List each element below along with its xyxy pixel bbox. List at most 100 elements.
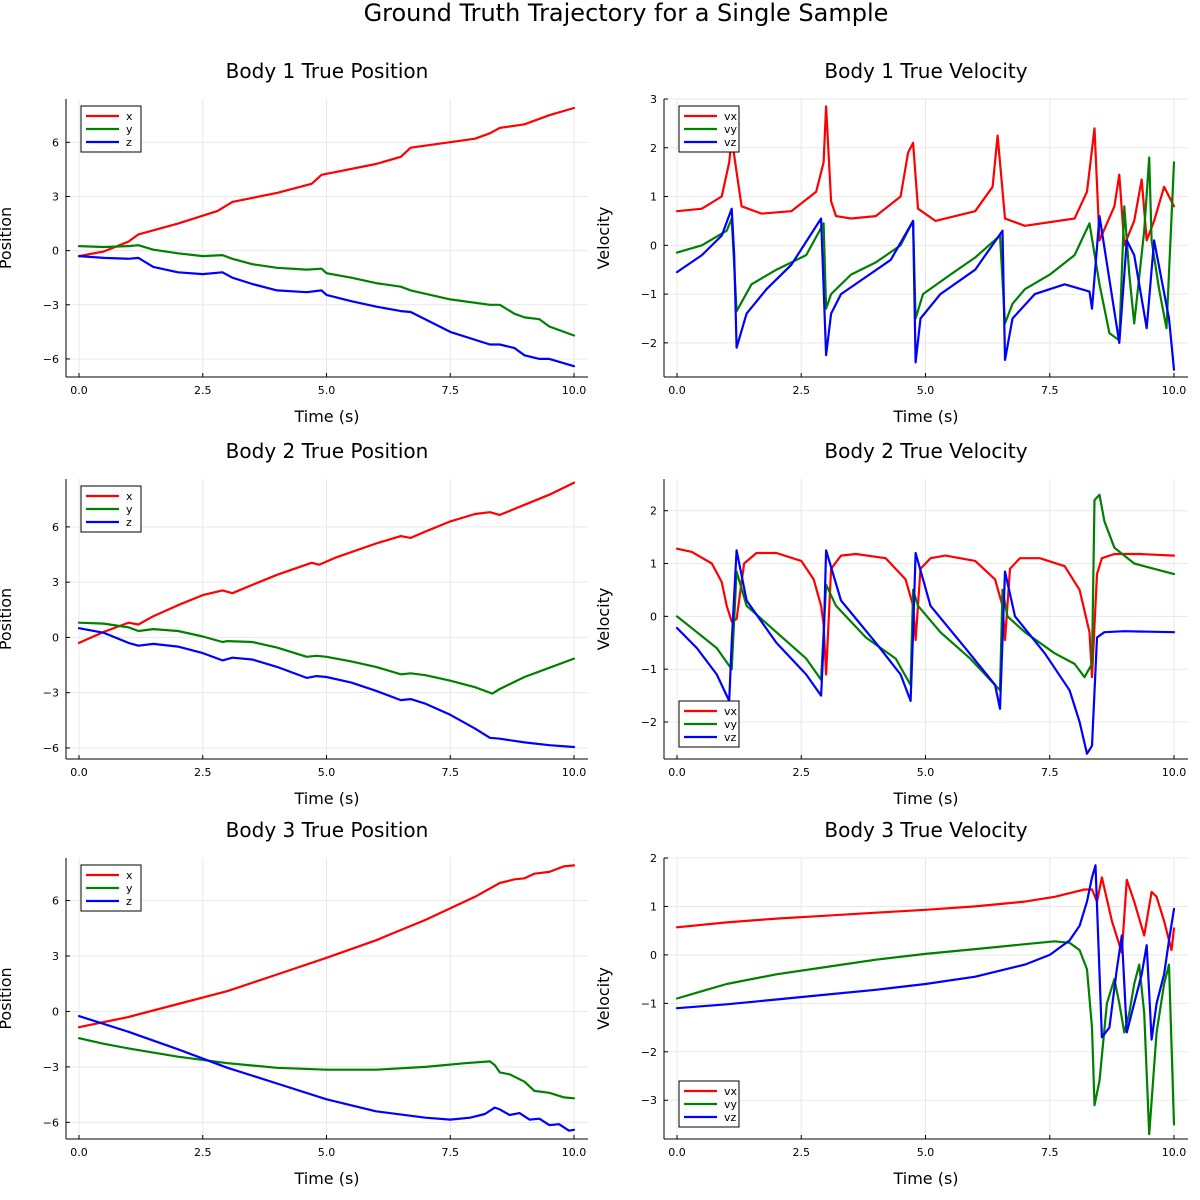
y-axis-label: Position bbox=[0, 207, 15, 269]
x-tick-label: 0.0 bbox=[70, 384, 88, 397]
y-tick-label: 6 bbox=[52, 136, 59, 149]
y-tick-label: 3 bbox=[650, 93, 657, 106]
y-tick-label: 2 bbox=[650, 852, 657, 865]
subplot-title: Body 3 True Position bbox=[226, 818, 429, 842]
subplot-title: Body 1 True Velocity bbox=[824, 59, 1027, 83]
series-line-y bbox=[77, 244, 576, 337]
y-tick-label: −3 bbox=[43, 687, 59, 700]
series-line-vy bbox=[675, 156, 1176, 342]
series-line-z bbox=[77, 255, 576, 368]
x-tick-label: 5.0 bbox=[318, 384, 336, 397]
subplot-title: Body 2 True Position bbox=[226, 439, 429, 463]
y-tick-label: 1 bbox=[650, 900, 657, 913]
series-line-z bbox=[77, 627, 576, 749]
x-axis-label: Time (s) bbox=[293, 1169, 359, 1188]
x-tick-label: 0.0 bbox=[668, 766, 686, 779]
subplot-6: Body 3 True Velocity 0.0 2.5 5.0 7.5 10.0 −3 −2… bbox=[594, 818, 1188, 1188]
legend-label-vx: vx bbox=[724, 705, 738, 718]
legend-label-vx: vx bbox=[724, 110, 738, 123]
series-line-y bbox=[77, 1037, 576, 1100]
x-axis-label: Time (s) bbox=[892, 407, 958, 426]
series-line-x bbox=[77, 481, 576, 645]
subplot-5: Body 3 True Position 0.0 2.5 5.0 7.5 10.0 −6 −3… bbox=[0, 818, 588, 1188]
y-tick-label: −2 bbox=[641, 716, 657, 729]
x-tick-label: 5.0 bbox=[917, 1146, 935, 1159]
series-line-x bbox=[77, 864, 576, 1029]
y-tick-label: 0 bbox=[52, 1005, 59, 1018]
y-tick-label: 3 bbox=[52, 576, 59, 589]
series-line-y bbox=[77, 621, 576, 695]
y-tick-label: 1 bbox=[650, 558, 657, 571]
y-axis-label: Position bbox=[0, 967, 15, 1029]
legend-label-vx: vx bbox=[724, 1085, 738, 1098]
y-tick-label: −3 bbox=[43, 1061, 59, 1074]
x-tick-label: 0.0 bbox=[70, 1146, 88, 1159]
y-tick-label: −2 bbox=[641, 1046, 657, 1059]
x-tick-label: 10.0 bbox=[562, 1146, 587, 1159]
series-line-z bbox=[77, 1014, 576, 1132]
y-tick-label: −6 bbox=[43, 353, 59, 366]
series-line-vz bbox=[675, 864, 1176, 1041]
y-tick-label: −6 bbox=[43, 742, 59, 755]
subplot-4: Body 2 True Velocity 0.0 2.5 5.0 7.5 10.0 −2 −1… bbox=[594, 439, 1188, 808]
y-tick-label: −1 bbox=[641, 997, 657, 1010]
subplot-3: Body 2 True Position 0.0 2.5 5.0 7.5 10.0 −6 −3… bbox=[0, 439, 588, 808]
x-tick-label: 5.0 bbox=[917, 766, 935, 779]
y-tick-label: 2 bbox=[650, 142, 657, 155]
legend-label-x: x bbox=[126, 869, 133, 882]
x-axis-label: Time (s) bbox=[293, 407, 359, 426]
y-tick-label: 3 bbox=[52, 190, 59, 203]
x-tick-label: 10.0 bbox=[562, 766, 587, 779]
x-tick-label: 0.0 bbox=[668, 384, 686, 397]
y-tick-label: −1 bbox=[641, 288, 657, 301]
subplot-title: Body 1 True Position bbox=[226, 59, 429, 83]
y-tick-label: 0 bbox=[650, 239, 657, 252]
y-axis-label: Velocity bbox=[594, 588, 613, 651]
x-tick-label: 0.0 bbox=[668, 1146, 686, 1159]
y-tick-label: 1 bbox=[650, 191, 657, 204]
legend-label-vz: vz bbox=[724, 731, 737, 744]
y-axis-label: Velocity bbox=[594, 207, 613, 270]
legend-label-vz: vz bbox=[724, 1111, 737, 1124]
x-tick-label: 2.5 bbox=[194, 1146, 212, 1159]
subplot-title: Body 3 True Velocity bbox=[824, 818, 1027, 842]
subplot-1: Body 1 True Position 0.0 2.5 5.0 7.5 10.0 −6 −3… bbox=[0, 59, 588, 426]
subplot-2: Body 1 True Velocity 0.0 2.5 5.0 7.5 10.0 −2 −1… bbox=[594, 59, 1188, 426]
x-axis-label: Time (s) bbox=[293, 789, 359, 808]
x-tick-label: 2.5 bbox=[194, 384, 212, 397]
y-tick-label: 0 bbox=[650, 949, 657, 962]
legend-label-vz: vz bbox=[724, 136, 737, 149]
y-tick-label: 0 bbox=[52, 631, 59, 644]
y-tick-label: 3 bbox=[52, 950, 59, 963]
y-tick-label: −3 bbox=[43, 299, 59, 312]
y-tick-label: 2 bbox=[650, 505, 657, 518]
series-line-vy bbox=[675, 493, 1176, 692]
x-tick-label: 7.5 bbox=[442, 766, 460, 779]
y-tick-label: 6 bbox=[52, 895, 59, 908]
legend-label-y: y bbox=[126, 882, 133, 895]
x-tick-label: 7.5 bbox=[442, 1146, 460, 1159]
legend-label-vy: vy bbox=[724, 1098, 738, 1111]
x-tick-label: 0.0 bbox=[70, 766, 88, 779]
series-line-vy bbox=[675, 940, 1176, 1136]
x-tick-label: 5.0 bbox=[917, 384, 935, 397]
y-tick-label: −6 bbox=[43, 1116, 59, 1129]
legend-label-z: z bbox=[126, 516, 132, 529]
x-axis-label: Time (s) bbox=[892, 789, 958, 808]
x-tick-label: 2.5 bbox=[194, 766, 212, 779]
legend: xyz bbox=[80, 864, 142, 912]
x-tick-label: 5.0 bbox=[318, 1146, 336, 1159]
x-tick-label: 10.0 bbox=[1162, 1146, 1187, 1159]
series-line-vz bbox=[675, 207, 1176, 371]
legend: xyz bbox=[80, 105, 142, 153]
y-tick-label: 0 bbox=[52, 245, 59, 258]
x-tick-label: 7.5 bbox=[1041, 384, 1059, 397]
subplot-title: Body 2 True Velocity bbox=[824, 439, 1027, 463]
legend-label-x: x bbox=[126, 110, 133, 123]
x-axis-label: Time (s) bbox=[892, 1169, 958, 1188]
x-tick-label: 10.0 bbox=[1162, 384, 1187, 397]
